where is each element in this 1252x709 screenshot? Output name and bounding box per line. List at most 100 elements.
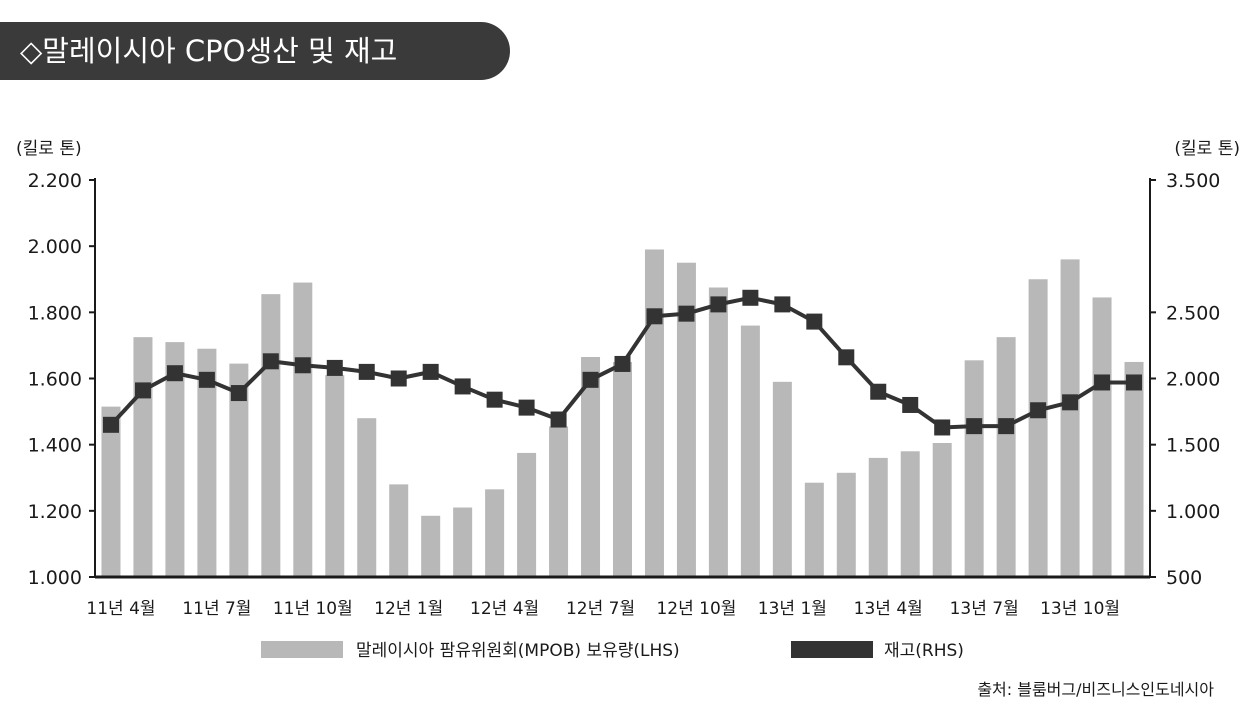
left-tick-label: 1.800 — [28, 302, 82, 324]
left-tick-label: 2.200 — [28, 170, 82, 192]
stock-marker — [262, 353, 279, 370]
stock-marker — [998, 418, 1015, 435]
stock-marker — [646, 308, 663, 325]
bar — [389, 484, 409, 577]
bar — [357, 418, 377, 577]
bar — [740, 325, 760, 577]
bar — [229, 363, 249, 577]
bar — [708, 287, 728, 577]
stock-marker — [550, 411, 567, 428]
bar — [261, 294, 281, 577]
legend-label-bar: 말레이시아 팜유위원회(MPOB) 보유량(LHS) — [356, 641, 680, 661]
bar — [197, 348, 217, 577]
stock-marker — [518, 399, 535, 416]
stock-marker — [390, 370, 407, 387]
right-tick-label: 3.500 — [1166, 170, 1220, 192]
stock-marker — [1030, 402, 1047, 419]
left-tick-label: 1.200 — [28, 501, 82, 523]
stock-marker — [742, 289, 759, 306]
right-tick-label: 1.500 — [1166, 435, 1220, 457]
bar — [932, 443, 952, 577]
line-series — [102, 289, 1143, 436]
legend-swatch-line — [791, 641, 873, 658]
right-tick-label: 2.500 — [1166, 302, 1220, 324]
left-axis-unit: (킬로 톤) — [16, 139, 82, 159]
x-tick-label: 13년 4월 — [854, 599, 923, 619]
legend-label-line: 재고(RHS) — [884, 641, 964, 661]
x-tick-label: 11년 7월 — [182, 599, 251, 619]
bar — [1028, 279, 1048, 577]
bar — [1092, 297, 1112, 577]
right-tick-label: 2.000 — [1166, 369, 1220, 391]
stock-marker — [1094, 374, 1111, 391]
bar — [964, 360, 984, 577]
bar — [900, 451, 920, 577]
legend: 말레이시아 팜유위원회(MPOB) 보유량(LHS) 재고(RHS) — [261, 641, 964, 661]
stock-marker — [582, 371, 599, 388]
bar — [772, 381, 792, 577]
axes: 1.000 1.200 1.400 1.600 1.800 2.000 2.200 500 1.… — [28, 170, 1221, 619]
bar — [293, 282, 313, 577]
stock-marker — [1062, 394, 1079, 411]
stock-marker — [614, 355, 631, 372]
bar — [581, 356, 601, 577]
bar — [676, 262, 696, 577]
right-axis-unit: (킬로 톤) — [1174, 139, 1240, 159]
stock-marker — [422, 363, 439, 380]
stock-marker — [454, 378, 471, 395]
left-tick-label: 2.000 — [28, 236, 82, 258]
stock-marker — [774, 296, 791, 313]
stock-marker — [966, 418, 983, 435]
stock-marker — [934, 419, 951, 436]
x-tick-label: 12년 1월 — [374, 599, 443, 619]
stock-marker — [166, 365, 183, 382]
bar — [836, 472, 856, 577]
x-tick-label: 12년 10월 — [656, 599, 736, 619]
stock-marker — [102, 416, 119, 433]
bar — [804, 482, 824, 577]
stock-marker — [198, 371, 215, 388]
stock-marker — [134, 382, 151, 399]
stock-marker — [1126, 374, 1143, 391]
left-tick-label: 1.400 — [28, 435, 82, 457]
stock-marker — [294, 357, 311, 374]
bar — [453, 507, 473, 577]
stock-marker — [902, 396, 919, 413]
bar — [549, 426, 569, 577]
chart-title-banner: ◇말레이시아 CPO생산 및 재고 — [0, 22, 510, 80]
left-tick-label: 1.000 — [28, 567, 82, 589]
bar — [133, 337, 153, 577]
chart-title: ◇말레이시아 CPO생산 및 재고 — [20, 34, 398, 68]
bar — [1124, 361, 1144, 577]
bar — [421, 515, 441, 577]
bar — [101, 406, 121, 577]
bar — [165, 342, 185, 577]
stock-marker — [870, 383, 887, 400]
bar — [1060, 259, 1080, 577]
stock-marker — [678, 305, 695, 322]
x-tick-label: 13년 7월 — [950, 599, 1019, 619]
stock-marker — [326, 359, 343, 376]
bar — [485, 489, 505, 577]
bar — [517, 452, 537, 577]
bar-series — [101, 249, 1144, 577]
x-tick-label: 12년 4월 — [470, 599, 539, 619]
bar — [613, 361, 632, 577]
stock-marker — [806, 313, 823, 330]
legend-swatch-bar — [261, 641, 343, 658]
x-tick-label: 12년 7월 — [566, 599, 635, 619]
x-tick-label: 11년 10월 — [273, 599, 353, 619]
bar — [868, 457, 888, 577]
bar — [325, 375, 345, 577]
left-tick-label: 1.600 — [28, 369, 82, 391]
bar — [996, 337, 1016, 577]
right-tick-label: 500 — [1166, 567, 1202, 589]
stock-marker — [486, 391, 503, 408]
stock-marker — [358, 363, 375, 380]
source-note: 출처: 블룸버그/비즈니스인도네시아 — [977, 680, 1214, 699]
x-tick-label: 11년 4월 — [86, 599, 155, 619]
x-tick-label: 13년 10월 — [1040, 599, 1120, 619]
right-tick-label: 1.000 — [1166, 501, 1220, 523]
bar — [644, 249, 664, 577]
